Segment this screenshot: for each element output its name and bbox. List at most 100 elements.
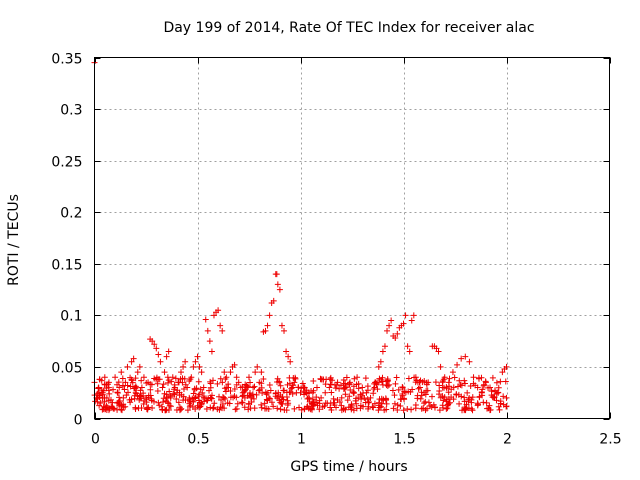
data-point (392, 335, 399, 342)
y-tick-label: 0.05 (51, 361, 82, 377)
data-point (164, 399, 171, 406)
data-point (346, 393, 353, 400)
data-point (204, 397, 211, 404)
data-point (371, 400, 378, 407)
data-point (425, 399, 432, 406)
data-point (350, 388, 357, 395)
data-point (234, 400, 241, 407)
data-point (225, 384, 232, 391)
data-point (330, 400, 337, 407)
data-point (377, 358, 384, 365)
data-point (132, 384, 139, 391)
data-point (156, 402, 163, 409)
data-point (163, 353, 170, 360)
data-point (162, 407, 169, 414)
data-point (432, 379, 439, 386)
data-point (209, 377, 216, 384)
data-point (361, 394, 368, 401)
data-point (435, 348, 442, 355)
data-point (319, 376, 326, 383)
data-point (469, 394, 476, 401)
x-tick-label: 2 (503, 432, 512, 448)
data-point (468, 399, 475, 406)
data-point (227, 369, 234, 376)
data-point (333, 404, 340, 411)
data-point (134, 369, 141, 376)
data-point (313, 394, 320, 401)
data-point (397, 402, 404, 409)
data-point (461, 394, 468, 401)
data-point (346, 379, 353, 386)
data-point (443, 398, 450, 405)
data-point (359, 384, 366, 391)
data-point (369, 404, 376, 411)
data-point (206, 387, 213, 394)
data-point (390, 405, 397, 412)
data-point (436, 407, 443, 414)
data-point (392, 380, 399, 387)
data-point (420, 405, 427, 412)
data-point (116, 394, 123, 401)
data-point (250, 395, 257, 402)
grid-lines (94, 57, 610, 419)
data-point (207, 378, 214, 385)
data-point (478, 374, 485, 381)
data-point (107, 396, 114, 403)
data-point (395, 386, 402, 393)
data-point (143, 394, 149, 401)
data-point (264, 389, 271, 396)
data-point (432, 404, 439, 411)
data-point (268, 399, 275, 406)
data-point (281, 406, 288, 413)
data-point (351, 375, 358, 382)
data-point (375, 363, 382, 370)
data-point (121, 386, 128, 393)
data-point (99, 389, 106, 396)
x-axis: 0 0.5 1 1.5 2 2.5 (91, 57, 622, 448)
data-point (208, 395, 215, 402)
data-point (487, 384, 494, 391)
data-point (454, 383, 461, 390)
data-point (309, 389, 316, 396)
data-point (364, 383, 371, 390)
data-point (354, 374, 361, 381)
data-point (462, 353, 469, 360)
data-point (239, 389, 246, 396)
data-point (241, 404, 248, 411)
data-point (351, 389, 358, 396)
data-point (178, 369, 185, 376)
data-point (277, 382, 284, 389)
data-point (138, 393, 145, 400)
data-point (303, 390, 310, 397)
data-point (469, 407, 476, 414)
data-point (305, 394, 312, 401)
data-point (182, 381, 189, 388)
data-point (399, 383, 406, 390)
data-point (289, 384, 296, 391)
data-point (298, 385, 305, 392)
data-point (474, 384, 481, 391)
data-point (495, 384, 502, 391)
data-point (132, 389, 139, 396)
data-point (489, 374, 496, 381)
data-point (167, 394, 174, 401)
data-point (153, 345, 160, 352)
data-point (276, 379, 283, 386)
data-point (173, 389, 180, 396)
x-tick-label: 2.5 (599, 432, 621, 448)
data-point (458, 355, 465, 362)
data-point (195, 378, 202, 385)
data-point (465, 404, 472, 411)
data-point (114, 400, 121, 407)
data-point (334, 396, 341, 403)
data-point (216, 393, 223, 400)
data-point (345, 404, 352, 411)
data-point (288, 385, 295, 392)
data-point (128, 358, 135, 365)
data-point (421, 389, 428, 396)
data-point (398, 396, 405, 403)
y-tick-label: 0.25 (51, 155, 82, 171)
data-point (115, 379, 122, 386)
data-point (327, 376, 334, 383)
x-tick-label: 1.5 (393, 432, 415, 448)
